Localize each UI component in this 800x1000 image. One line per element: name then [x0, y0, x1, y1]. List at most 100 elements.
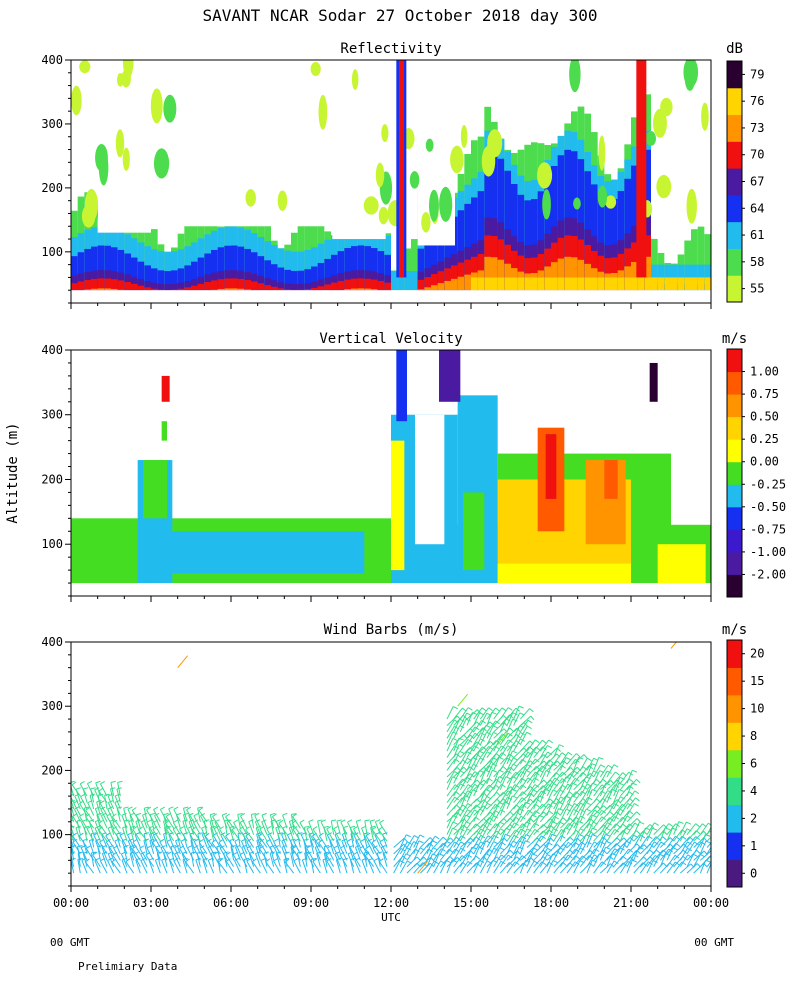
- wind-barb: [513, 759, 523, 771]
- wind-barb: [519, 751, 529, 765]
- refl-layer-64: [277, 267, 285, 291]
- wind-barb: [239, 829, 248, 842]
- wind-barb: [399, 860, 408, 874]
- colorbar-swatch: [727, 194, 742, 223]
- wind-barb-flag: [615, 771, 620, 776]
- wind-barb: [303, 827, 308, 842]
- wind-barb: [172, 828, 181, 842]
- wind-barb: [106, 815, 115, 829]
- refl-layer-73: [451, 278, 458, 291]
- wind-barb: [111, 861, 121, 874]
- wind-barb: [179, 828, 188, 842]
- wind-barb: [559, 842, 569, 855]
- wind-barb: [633, 862, 644, 874]
- wind-barb: [466, 809, 475, 823]
- wind-barb: [586, 809, 596, 823]
- wind-barb: [559, 808, 567, 823]
- wind-barb: [566, 770, 575, 784]
- wind-barb: [566, 822, 575, 835]
- wind-barb: [506, 816, 516, 829]
- wind-barb: [519, 764, 528, 778]
- wind-barb: [539, 854, 548, 867]
- wind-barb: [99, 841, 108, 855]
- wind-barb: [250, 814, 255, 829]
- wind-barb-flag: [225, 813, 230, 818]
- wind-barb: [473, 746, 483, 758]
- wind-barb: [182, 859, 188, 874]
- wind-barb: [152, 828, 161, 842]
- wind-barb-flag: [578, 821, 584, 824]
- refl-layer-64: [124, 253, 131, 291]
- wind-barb: [185, 861, 195, 874]
- wind-barb-flag: [609, 811, 614, 816]
- wind-barb: [513, 855, 523, 868]
- wind-barb-flag: [682, 855, 688, 860]
- wind-barb: [633, 835, 642, 848]
- wind-barb-flag: [607, 764, 613, 769]
- wind-barb: [626, 859, 633, 874]
- wind-barb-flag: [105, 832, 111, 837]
- wind-barb: [486, 707, 497, 720]
- wind-barb: [526, 829, 536, 842]
- wind-barb: [71, 803, 75, 816]
- refl-speckle: [542, 189, 551, 220]
- wind-barb: [378, 829, 388, 842]
- wind-barb: [225, 854, 235, 868]
- colorbar-swatch: [727, 61, 742, 89]
- wind-barb: [453, 835, 462, 848]
- wind-barb: [599, 822, 608, 835]
- refl-layer-64: [371, 248, 378, 291]
- wind-barb: [526, 771, 536, 784]
- wind-barb-flag: [245, 832, 251, 837]
- wind-barb-flag: [405, 853, 411, 857]
- wind-barb: [446, 827, 453, 842]
- wind-barb: [553, 847, 561, 861]
- colorbar-label: 2: [750, 811, 757, 825]
- wind-barb: [533, 835, 542, 848]
- refl-layer-58: [704, 234, 711, 291]
- wind-barb: [320, 821, 328, 835]
- wind-barb: [486, 835, 495, 848]
- wind-barb: [666, 847, 674, 861]
- wind-barb-flag: [592, 814, 598, 818]
- wind-barb: [506, 750, 513, 765]
- wind-barb: [195, 859, 201, 874]
- wind-barb: [230, 846, 235, 861]
- wind-barb: [526, 789, 534, 803]
- refl-layer-64: [344, 248, 351, 291]
- wind-barb: [259, 841, 268, 855]
- refl-layer-58: [411, 236, 418, 291]
- wind-barb: [71, 811, 75, 822]
- refl-layer-64: [117, 249, 125, 291]
- wind-barb: [256, 840, 261, 855]
- wind-barb: [248, 853, 255, 867]
- wind-barb: [239, 854, 248, 867]
- wind-barb: [163, 833, 168, 848]
- wind-barb: [573, 757, 580, 771]
- wind-barb-flag: [610, 863, 615, 868]
- wind-barb: [98, 829, 108, 842]
- wind-barb: [273, 847, 281, 861]
- wind-barb: [566, 766, 578, 778]
- wind-barb-flag: [186, 806, 192, 811]
- wind-barb: [218, 861, 228, 874]
- plot-area: [71, 350, 711, 584]
- x-tick-label: 00:00: [53, 896, 89, 910]
- wind-barb: [526, 803, 536, 816]
- wind-barb-flag: [523, 747, 528, 753]
- refl-layer-73: [91, 288, 98, 291]
- wind-barb-flag: [187, 845, 193, 849]
- wind-barb: [453, 744, 460, 758]
- wind-barb-flag: [125, 858, 131, 862]
- wind-barb-flag: [219, 826, 224, 830]
- wind-barb: [459, 777, 468, 790]
- wind-barb: [606, 843, 617, 855]
- wind-barb: [306, 854, 315, 867]
- wind-barb: [546, 811, 558, 823]
- wind-barb-flag: [562, 817, 568, 822]
- wind-barb: [145, 854, 155, 868]
- wind-barb: [193, 815, 201, 829]
- wind-barb: [579, 783, 588, 797]
- wind-barb: [246, 847, 255, 861]
- wind-barb: [453, 824, 465, 835]
